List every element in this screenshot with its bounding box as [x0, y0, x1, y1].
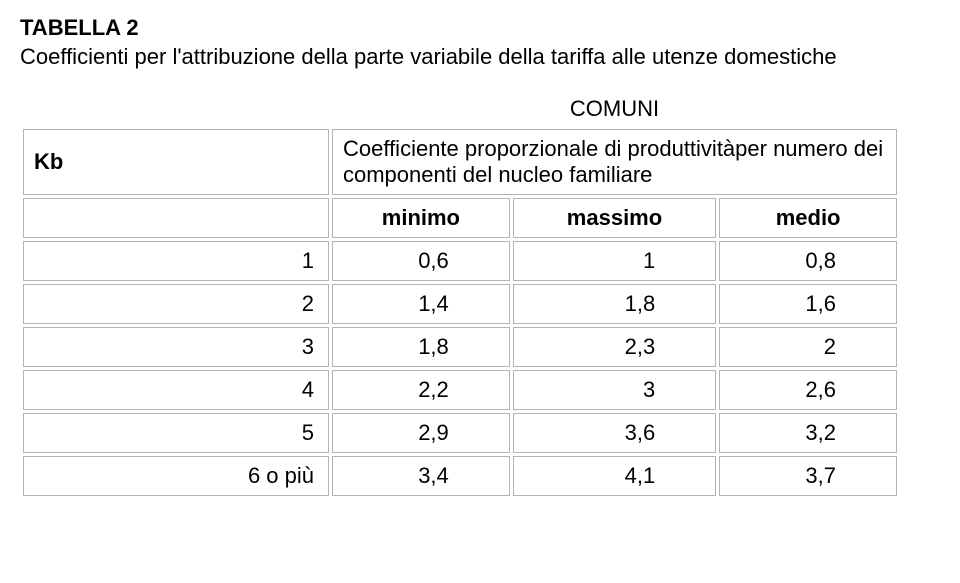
cell-min: 1,8: [332, 327, 510, 367]
cell-min: 0,6: [332, 241, 510, 281]
table-row: 1 0,6 1 0,8: [23, 241, 897, 281]
cell-max: 1: [513, 241, 716, 281]
row-label: 6 o più: [23, 456, 329, 496]
cell-max: 2,3: [513, 327, 716, 367]
cell-min: 1,4: [332, 284, 510, 324]
comuni-label: COMUNI: [332, 92, 897, 126]
cell-min: 2,2: [332, 370, 510, 410]
cell-med: 0,8: [719, 241, 897, 281]
row-label: 4: [23, 370, 329, 410]
row-label: 2: [23, 284, 329, 324]
cell-med: 2: [719, 327, 897, 367]
cell-med: 3,7: [719, 456, 897, 496]
col-medio: medio: [719, 198, 897, 238]
table-row: 6 o più 3,4 4,1 3,7: [23, 456, 897, 496]
table-row: 4 2,2 3 2,6: [23, 370, 897, 410]
row-label: 3: [23, 327, 329, 367]
blank-head: [23, 198, 329, 238]
col-minimo: minimo: [332, 198, 510, 238]
kb-description: Coefficiente proporzionale di produttivi…: [332, 129, 897, 195]
table-row: 2 1,4 1,8 1,6: [23, 284, 897, 324]
kb-label: Kb: [23, 129, 329, 195]
row-label: 1: [23, 241, 329, 281]
row-label: 5: [23, 413, 329, 453]
cell-max: 3,6: [513, 413, 716, 453]
coefficients-table: COMUNI Kb Coefficiente proporzionale di …: [20, 89, 900, 499]
col-massimo: massimo: [513, 198, 716, 238]
cell-med: 2,6: [719, 370, 897, 410]
cell-min: 3,4: [332, 456, 510, 496]
cell-max: 3: [513, 370, 716, 410]
cell-max: 1,8: [513, 284, 716, 324]
cell-med: 3,2: [719, 413, 897, 453]
spacer: [23, 92, 329, 126]
cell-max: 4,1: [513, 456, 716, 496]
cell-min: 2,9: [332, 413, 510, 453]
cell-med: 1,6: [719, 284, 897, 324]
table-title: TABELLA 2: [20, 14, 940, 43]
table-row: 5 2,9 3,6 3,2: [23, 413, 897, 453]
table-row: 3 1,8 2,3 2: [23, 327, 897, 367]
table-subtitle: Coefficienti per l'attribuzione della pa…: [20, 43, 940, 72]
